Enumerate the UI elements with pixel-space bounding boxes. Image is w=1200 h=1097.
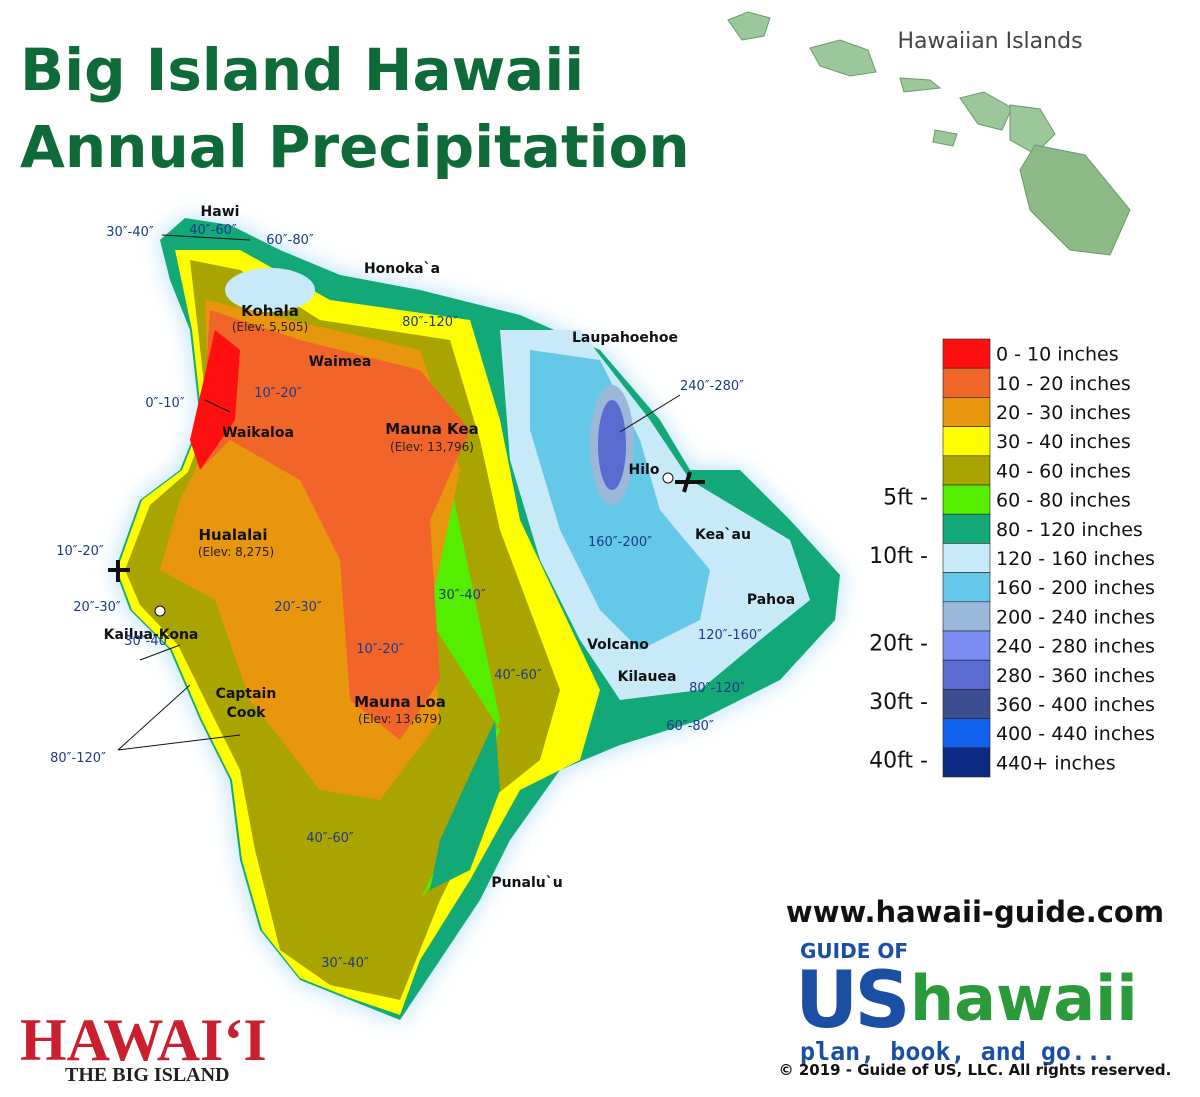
elevation-label: (Elev: 13,679) [358, 712, 442, 726]
place-label: Mauna Kea [385, 420, 478, 438]
rain-label: 40″-60″ [306, 831, 354, 846]
place-label: Punalu`u [491, 875, 562, 891]
island [115, 218, 840, 1020]
logo-hawaii: hawaii [910, 962, 1138, 1035]
legend-swatch [942, 426, 991, 457]
place-label: Cook [227, 705, 267, 721]
place-labels: Hawi Honoka`a Kohala (Elev: 5,505) Waime… [104, 204, 796, 891]
legend-label: 200 - 240 inches [996, 606, 1155, 628]
badge-sub: THE BIG ISLAND [65, 1064, 230, 1086]
rain-label: 60″-80″ [266, 233, 314, 248]
rain-label: 10″-20″ [254, 386, 302, 401]
rain-label: 30″-40″ [106, 225, 154, 240]
legend-label: 60 - 80 inches [996, 490, 1131, 512]
depth-label: 5ft - [883, 486, 928, 511]
legend-swatch [942, 513, 991, 544]
legend-swatch [942, 601, 991, 632]
logo-top: GUIDE OF [800, 939, 908, 963]
legend-swatch [942, 572, 991, 603]
legend-swatch [942, 659, 991, 690]
branding: www.hawaii-guide.com GUIDE OF US hawaii … [20, 895, 1171, 1086]
rain-label: 30″-40″ [321, 956, 369, 971]
legend-swatch [942, 338, 991, 369]
rain-labels: 30″-40″ 40″-60″ 60″-80″ 80″-120″ 10″-20″… [50, 223, 762, 971]
place-label: Captain [216, 686, 277, 702]
markers [108, 234, 705, 751]
rain-label: 10″-20″ [56, 544, 104, 559]
rain-label: 80″-120″ [689, 681, 745, 696]
rain-label: 120″-160″ [698, 628, 762, 643]
legend-swatch [942, 397, 991, 427]
title-line: Big Island Hawaii [20, 36, 584, 104]
rain-label: 80″-120″ [402, 315, 458, 330]
legend-label: 40 - 60 inches [996, 460, 1131, 482]
legend-swatch [942, 689, 991, 719]
rain-label: 240″-280″ [680, 379, 744, 394]
inset-map: Hawaiian Islands [727, 11, 1131, 256]
legend: 0 - 10 inches 10 - 20 inches 20 - 30 inche… [942, 338, 1155, 778]
badge-name: HAWAI‘I [20, 1007, 267, 1073]
place-label: Waimea [309, 354, 372, 370]
place-label: Volcano [587, 637, 649, 653]
legend-label: 80 - 120 inches [996, 519, 1143, 541]
legend-label: 360 - 400 inches [996, 694, 1155, 716]
place-label: Honoka`a [364, 261, 440, 277]
copyright: © 2019 - Guide of US, LLC. All rights re… [779, 1061, 1172, 1079]
place-label: Kailua-Kona [104, 627, 199, 643]
place-label: Hawi [201, 204, 240, 220]
rain-label: 30″-40″ [438, 588, 486, 603]
rain-label: 80″-120″ [50, 751, 106, 766]
legend-swatch [942, 543, 991, 573]
legend-swatch [942, 630, 991, 661]
legend-label: 120 - 160 inches [996, 548, 1155, 570]
legend-label: 240 - 280 inches [996, 636, 1155, 658]
legend-label: 440+ inches [996, 752, 1116, 774]
depth-label: 30ft - [869, 690, 928, 715]
rain-label: 30″-40″ [124, 634, 172, 649]
legend-swatch [942, 367, 991, 398]
legend-label: 400 - 440 inches [996, 723, 1155, 745]
place-label: Laupahoehoe [572, 330, 678, 346]
website: www.hawaii-guide.com [786, 895, 1164, 929]
depth-label: 40ft - [869, 748, 928, 773]
rain-label: 40″-60″ [189, 223, 237, 238]
rain-label: 0″-10″ [145, 396, 184, 411]
place-label: Hilo [629, 462, 660, 478]
place-label: Kea`au [695, 527, 751, 543]
elevation-label: (Elev: 5,505) [232, 320, 308, 334]
elevation-label: (Elev: 8,275) [198, 545, 274, 559]
place-label: Kohala [241, 302, 299, 320]
rain-label: 60″-80″ [666, 719, 714, 734]
rain-label: 10″-20″ [356, 642, 404, 657]
title-line: Annual Precipitation [20, 113, 690, 181]
logo-us: US [795, 956, 907, 1046]
elevation-label: (Elev: 13,796) [390, 440, 474, 454]
depth-label: 20ft - [869, 632, 928, 657]
legend-label: 10 - 20 inches [996, 373, 1131, 395]
place-label: Waikaloa [222, 425, 294, 441]
depth-label: 10ft - [869, 544, 928, 569]
rain-label: 20″-30″ [73, 600, 121, 615]
place-label: Mauna Loa [354, 693, 446, 711]
title: Big Island Hawaii Annual Precipitation [20, 36, 690, 181]
legend-label: 280 - 360 inches [996, 665, 1155, 687]
legend-label: 20 - 30 inches [996, 402, 1131, 424]
place-label: Hualalai [198, 526, 267, 544]
legend-label: 160 - 200 inches [996, 577, 1155, 599]
legend-swatch [942, 455, 991, 486]
logo-tagline: plan, book, and go... [800, 1037, 1116, 1066]
rain-label: 40″-60″ [494, 668, 542, 683]
legend-label: 0 - 10 inches [996, 344, 1119, 366]
rain-label: 20″-30″ [274, 600, 322, 615]
legend-label: 30 - 40 inches [996, 431, 1131, 453]
inset-title: Hawaiian Islands [897, 29, 1082, 54]
depth-scale: 5ft - 10ft - 20ft - 30ft - 40ft - [869, 486, 928, 774]
legend-swatch [942, 747, 991, 778]
place-label: Pahoa [747, 592, 795, 608]
legend-swatch [942, 484, 991, 515]
legend-swatch [942, 718, 991, 749]
rain-label: 160″-200″ [588, 535, 652, 550]
place-label: Kilauea [618, 669, 677, 685]
